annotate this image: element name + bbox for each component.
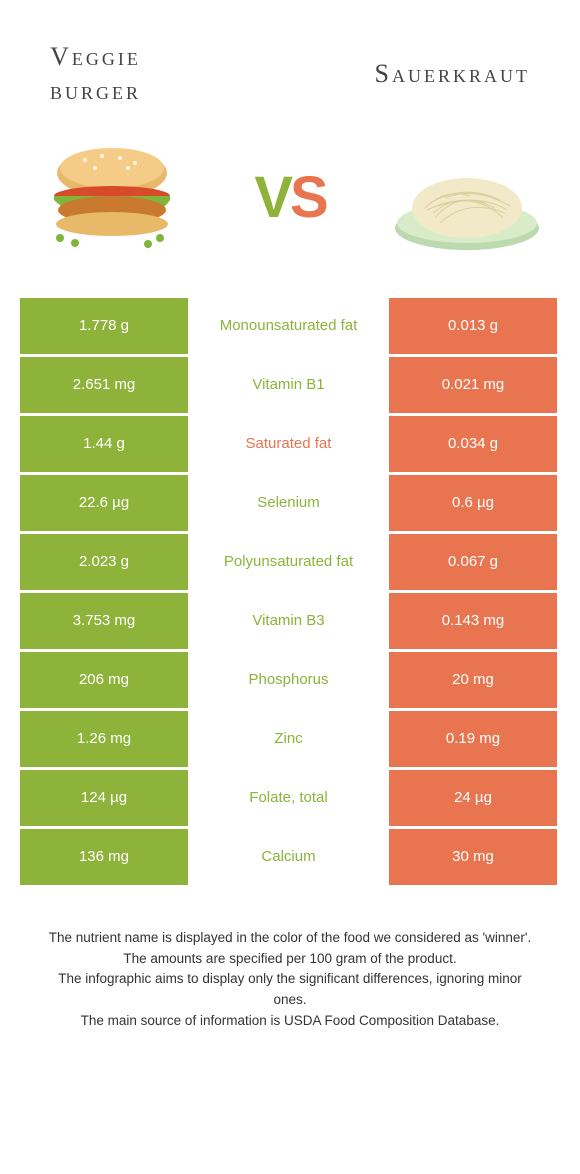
right-value: 0.034 g [389,416,557,472]
sauerkraut-icon [385,138,550,258]
nutrient-label: Vitamin B1 [191,357,386,413]
table-row: 2.651 mgVitamin B10.021 mg [20,357,560,413]
table-row: 3.753 mgVitamin B30.143 mg [20,593,560,649]
sauerkraut-image [385,138,550,258]
footnote-line: The main source of information is USDA F… [40,1011,540,1032]
right-value: 0.067 g [389,534,557,590]
vs-letter-v: V [254,164,290,231]
footnote-line: The nutrient name is displayed in the co… [40,928,540,949]
table-row: 22.6 µgSelenium0.6 µg [20,475,560,531]
left-value: 206 mg [20,652,188,708]
table-row: 1.26 mgZinc0.19 mg [20,711,560,767]
title-left: Veggie burger [50,40,141,108]
left-value: 1.26 mg [20,711,188,767]
table-row: 1.44 gSaturated fat0.034 g [20,416,560,472]
vs-badge: VS [254,164,325,231]
left-value: 1.778 g [20,298,188,354]
title-right: Sauerkraut [375,59,530,89]
right-value: 0.6 µg [389,475,557,531]
right-value: 0.143 mg [389,593,557,649]
nutrient-label: Phosphorus [191,652,386,708]
nutrient-label: Saturated fat [191,416,386,472]
left-value: 2.651 mg [20,357,188,413]
table-row: 136 mgCalcium30 mg [20,829,560,885]
veggie-burger-image [30,138,195,258]
left-value: 2.023 g [20,534,188,590]
table-row: 206 mgPhosphorus20 mg [20,652,560,708]
table-row: 2.023 gPolyunsaturated fat0.067 g [20,534,560,590]
left-value: 3.753 mg [20,593,188,649]
nutrient-label: Folate, total [191,770,386,826]
right-value: 0.19 mg [389,711,557,767]
nutrient-label: Polyunsaturated fat [191,534,386,590]
title-left-line2: burger [50,76,141,105]
header: Veggie burger Sauerkraut [0,0,580,138]
nutrient-label: Vitamin B3 [191,593,386,649]
footnote-line: The amounts are specified per 100 gram o… [40,949,540,970]
comparison-table: 1.778 gMonounsaturated fat0.013 g2.651 m… [20,298,560,885]
nutrient-label: Selenium [191,475,386,531]
footnotes: The nutrient name is displayed in the co… [0,888,580,1033]
burger-icon [30,138,195,258]
left-value: 1.44 g [20,416,188,472]
left-value: 22.6 µg [20,475,188,531]
nutrient-label: Monounsaturated fat [191,298,386,354]
nutrient-label: Zinc [191,711,386,767]
footnote-line: The infographic aims to display only the… [40,969,540,1011]
left-value: 136 mg [20,829,188,885]
right-value: 0.013 g [389,298,557,354]
right-value: 0.021 mg [389,357,557,413]
nutrient-label: Calcium [191,829,386,885]
table-row: 124 µgFolate, total24 µg [20,770,560,826]
right-value: 24 µg [389,770,557,826]
vs-letter-s: S [290,164,326,231]
title-left-line1: Veggie [50,42,141,71]
right-value: 20 mg [389,652,557,708]
images-row: VS [0,138,580,298]
left-value: 124 µg [20,770,188,826]
right-value: 30 mg [389,829,557,885]
table-row: 1.778 gMonounsaturated fat0.013 g [20,298,560,354]
